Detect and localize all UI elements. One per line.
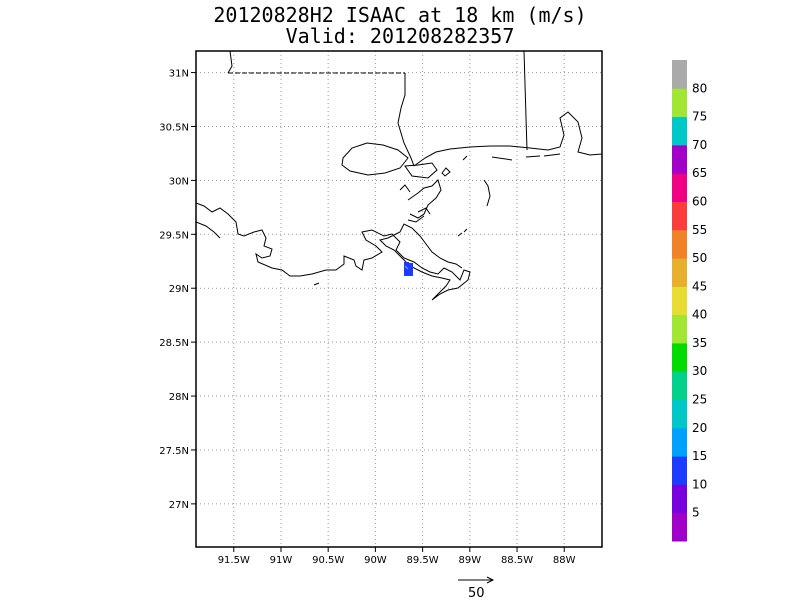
wind-patch-top: [404, 262, 409, 267]
colorbar-label: 70: [692, 138, 707, 152]
colorbar-label: 30: [692, 364, 707, 378]
colorbar-swatch: [672, 427, 687, 457]
colorbar-label: 35: [692, 336, 707, 350]
lat-tick-label: 30.5N: [159, 122, 189, 133]
marsh-islet-4: [463, 228, 468, 233]
wind-shading: [404, 262, 413, 276]
ms-island-4: [462, 155, 468, 161]
colorbar-label: 80: [692, 81, 707, 95]
colorbar-swatch: [672, 484, 687, 514]
state-boundary-nw: [227, 51, 233, 74]
state-boundary-al: [523, 51, 528, 151]
marsh-east: [407, 179, 442, 219]
colorbar-label: 45: [692, 279, 707, 293]
lake-borgne: [404, 162, 438, 179]
wind-vector-arrow: [404, 265, 409, 270]
lon-tick-label: 88W: [553, 555, 576, 566]
colorbar-swatch: [672, 201, 687, 231]
lon-tick-label: 91W: [270, 555, 293, 566]
marsh-islet: [441, 167, 451, 177]
lat-tick-label: 31N: [169, 69, 189, 80]
ms-island-1: [491, 156, 513, 161]
wind-patch-10-15: [404, 263, 413, 276]
ms-island-3: [543, 153, 561, 157]
colorbar-label: 40: [692, 308, 707, 322]
lat-tick-label: 29.5N: [159, 230, 189, 241]
colorbar-swatch: [672, 371, 687, 401]
plot-frame: [195, 50, 603, 548]
colorbar-label: 65: [692, 166, 707, 180]
lat-tick-label: 27N: [169, 500, 189, 511]
ms-island-2: [525, 155, 541, 158]
valid-time: Valid: 201208282357: [285, 24, 515, 48]
colorbar-swatch: [672, 173, 687, 202]
lon-tick-label: 88.5W: [501, 555, 533, 566]
reference-vector-label: 50: [468, 586, 485, 600]
chart-title: 20120828H2 ISAAC at 18 km (m/s): [213, 3, 587, 27]
colorbar-swatch: [672, 144, 687, 174]
louisiana-coast: [196, 202, 471, 301]
colorbar-swatch: [672, 399, 687, 429]
marsh-islet-2: [399, 184, 411, 193]
delta-pass-1: [407, 215, 425, 223]
reference-vector: 50: [458, 576, 495, 600]
lat-tick-label: 28N: [169, 392, 189, 403]
louisiana-coast-west: [196, 221, 221, 239]
colorbar-label: 10: [692, 477, 707, 491]
colorbar-label: 15: [692, 449, 707, 463]
lon-tick-label: 91.5W: [218, 555, 250, 566]
colorbar-label: 75: [692, 110, 707, 124]
colorbar-label: 60: [692, 194, 707, 208]
colorbar-swatch: [672, 314, 687, 344]
marsh-islet-3: [457, 232, 463, 237]
colorbar-swatch: [672, 512, 687, 542]
coastal-islet: [313, 282, 320, 286]
colorbar-swatch: [672, 342, 687, 372]
colorbar-swatch: [672, 88, 687, 118]
grid-lines: [196, 51, 602, 547]
colorbar-swatch: [672, 116, 687, 146]
state-boundary-east: [397, 73, 415, 167]
chandeleur-islands: [483, 179, 491, 207]
lon-tick-label: 89.5W: [407, 555, 439, 566]
colorbar-label: 55: [692, 223, 707, 237]
colorbar-swatch: [672, 456, 687, 485]
coastline: [196, 51, 602, 301]
colorbar-label: 5: [692, 506, 700, 520]
gulf-coast-east: [413, 111, 602, 167]
lon-tick-label: 89W: [459, 555, 482, 566]
lon-tick-label: 90W: [364, 555, 387, 566]
colorbar-label: 20: [692, 421, 707, 435]
lon-tick-label: 90.5W: [312, 555, 344, 566]
lake-pontchartrain: [341, 142, 409, 176]
colorbar-swatch: [672, 60, 687, 89]
lat-tick-label: 27.5N: [159, 446, 189, 457]
axes: 31N 30.5N 30N 29.5N 29N 28.5N 28N 27.5N 27N 91.5W…: [159, 69, 575, 566]
colorbar-swatch: [672, 286, 687, 316]
colorbar-swatch: [672, 258, 687, 287]
delta-pass-2: [417, 207, 431, 215]
lat-tick-label: 30N: [169, 176, 189, 187]
lat-tick-label: 28.5N: [159, 338, 189, 349]
colorbar-label: 50: [692, 251, 707, 265]
lat-tick-label: 29N: [169, 284, 189, 295]
colorbar: 5 10 15 20 25 30 35 40 45 50 55 60 65 70 75 80: [672, 60, 707, 542]
colorbar-label: 25: [692, 393, 707, 407]
colorbar-swatch: [672, 229, 687, 259]
